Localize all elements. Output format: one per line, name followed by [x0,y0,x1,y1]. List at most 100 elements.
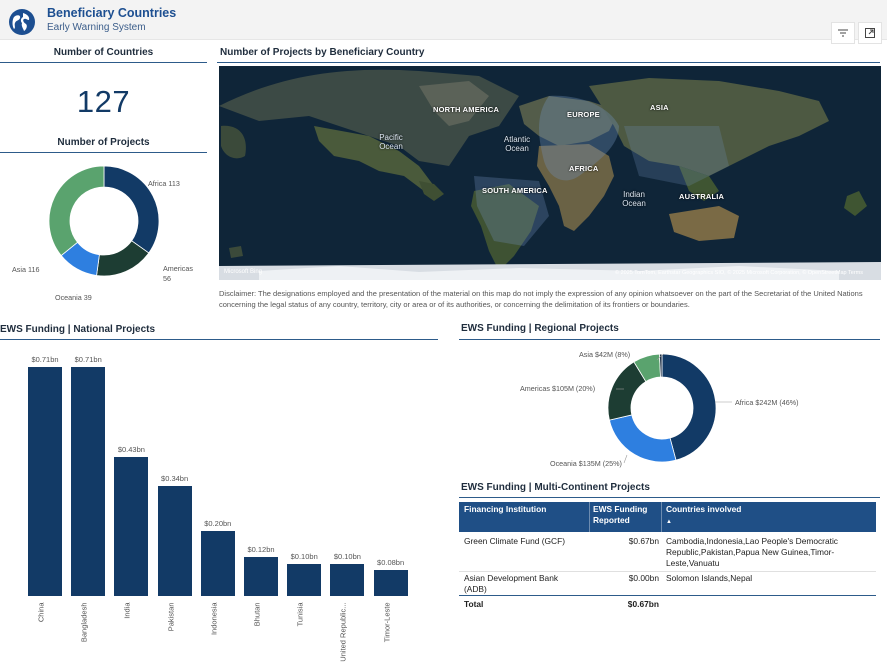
filter-button[interactable] [831,22,855,44]
bar-value-label: $0.12bn [247,545,275,555]
bar-bangladesh[interactable] [71,367,106,596]
bar-value-label: $0.71bn [74,355,102,364]
total-divider [459,595,876,596]
regional-chart-rule [459,339,880,340]
row2-countries-line1: Solomon Islands,Nepal [666,573,753,583]
countries-kpi-rule [0,62,207,63]
countries-kpi-title: Number of Countries [53,47,154,58]
bar-value-label: $0.71bn [31,355,59,364]
map-label-south-america: SOUTH AMERICA [482,186,548,195]
focus-mode-button[interactable] [858,22,882,44]
map-label-asia: ASIA [650,103,669,112]
report-subtitle: Early Warning System [47,22,146,33]
map-label-atlantic-ocean: Atlantic Ocean [497,135,537,153]
total-label: Total [464,599,484,609]
multi-table-rule [459,497,880,498]
sort-ascending-icon: ▲ [666,519,672,525]
bar-value-label: $0.20bn [204,519,232,529]
donut-label-americas-value: 56 [163,274,171,283]
row2-institution-line2: (ADB) [464,584,487,594]
projects-donut-rule [0,152,207,153]
header-divider [661,502,662,532]
row1-countries-line1: Cambodia,Indonesia,Lao People's Democrat… [666,536,838,546]
filter-icon [838,29,848,37]
indian-ocean-line2: Ocean [622,199,646,208]
regional-slice-oceania[interactable] [608,414,677,463]
bar-timor-leste[interactable] [373,570,408,596]
regional-donut-slices [607,353,717,463]
bar-pakistan[interactable] [157,486,192,596]
indian-ocean-line1: Indian [623,190,645,199]
map-label-europe: EUROPE [567,110,600,119]
regional-donut-chart: Asia $42M (8%) Americas $105M (20%) Afri… [520,350,799,468]
bar-united-republic-[interactable] [330,563,365,596]
bar-value-label: $0.10bn [333,551,361,561]
header-divider [589,502,590,532]
bar-value-label: $0.08bn [377,558,405,568]
bar-value-label: $0.43bn [117,445,145,455]
world-map-graphic [219,66,881,280]
map-title: Number of Projects by Beneficiary Countr… [220,47,425,58]
regional-slice-other[interactable] [659,353,663,378]
bar-category-label: India [122,602,132,619]
bar-category-label: Timor-Leste [382,602,392,643]
donut-label-oceania: Oceania 39 [55,293,92,302]
row1-funding: $0.67bn [628,536,659,546]
bar-category-label: China [36,602,46,623]
col-header-funding-line2: Reported [593,515,630,525]
bar-bhutan[interactable] [244,557,278,596]
atlantic-ocean-line2: Ocean [505,144,529,153]
projects-donut-slices [48,165,160,277]
donut-label-asia: Asia 116 [12,265,39,274]
col-header-countries[interactable]: Countries involved ▲ [666,504,741,528]
map-label-pacific-ocean: Pacific Ocean [374,133,408,151]
regional-label-americas: Americas $105M (20%) [520,384,595,393]
donut-label-americas: Americas [163,264,193,273]
bar-category-label: Indonesia [209,602,219,636]
bar-indonesia[interactable] [200,531,235,596]
projects-donut-title: Number of Projects [57,137,150,148]
row2-institution-line1: Asian Development Bank [464,573,559,583]
pacific-ocean-line1: Pacific [379,133,403,142]
projects-donut-chart: Africa 113 Americas 56 Oceania 39 Asia 1… [12,165,193,302]
map-provider-logo[interactable]: Microsoft Bing [224,269,263,275]
col-header-funding-line1: EWS Funding [593,504,648,514]
row-divider [459,571,876,572]
regional-label-asia: Asia $42M (8%) [579,350,630,359]
map-label-australia: AUSTRALIA [679,192,725,201]
bar-value-label: $0.10bn [290,551,318,561]
bar-category-label: Bangladesh [79,602,89,643]
donut-label-africa: Africa 113 [148,179,180,188]
expand-icon [865,28,875,38]
bar-category-label: Bhutan [252,602,262,627]
table-header: Financing Institution EWS Funding Report… [459,502,876,532]
national-chart-rule [0,339,438,340]
total-funding: $0.67bn [627,599,659,609]
col-header-funding[interactable]: EWS Funding Reported [593,504,647,526]
world-map[interactable]: NORTH AMERICA EUROPE ASIA AFRICA SOUTH A… [219,66,881,280]
bar-india[interactable] [114,457,149,596]
projects-slice-asia[interactable] [48,165,105,257]
bar-china[interactable] [28,367,62,596]
report-title: Beneficiary Countries [47,6,177,20]
report-header: Beneficiary Countries Early Warning Syst… [0,0,887,40]
col-header-institution[interactable]: Financing Institution [464,504,547,514]
regional-chart-title: EWS Funding | Regional Projects [461,323,619,334]
map-credit[interactable]: © 2025 TomTom, Earthstar Geographics SIO… [615,270,863,276]
bar-tunisia[interactable] [287,563,322,596]
pacific-ocean-line2: Ocean [379,142,403,151]
national-bar-chart: $0.71bn China $0.71bn Bangladesh $0.43bn Indi… [0,340,440,670]
atlantic-ocean-line1: Atlantic [503,135,531,144]
map-label-africa: AFRICA [569,164,599,173]
globe-icon [9,9,35,35]
map-title-rule [217,62,880,63]
map-label-north-america: NORTH AMERICA [433,105,500,114]
bar-category-label: United Republic... [338,602,348,662]
map-disclaimer: Disclaimer: The designations employed an… [219,289,863,309]
regional-label-oceania: Oceania $135M (25%) [550,459,622,468]
countries-kpi-value: 127 [76,84,131,119]
bar-category-label: Tunisia [295,602,305,627]
regional-slice-africa[interactable] [661,353,717,461]
col-header-countries-label: Countries involved [666,504,742,514]
map-label-indian-ocean: Indian Ocean [617,190,651,208]
